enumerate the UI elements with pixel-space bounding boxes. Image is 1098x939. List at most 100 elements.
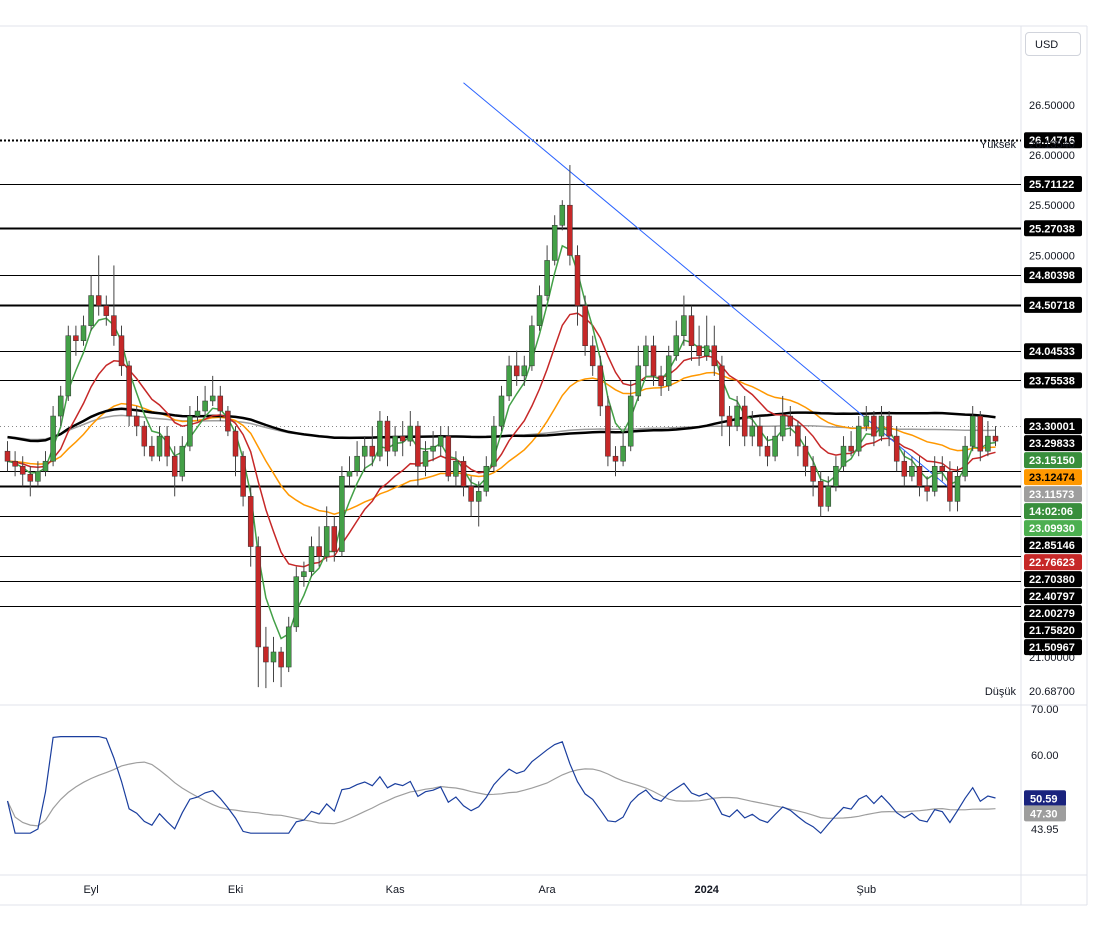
candle-body [156, 435, 163, 457]
candle [947, 461, 953, 512]
price-tag: 23.15150 [1024, 452, 1082, 469]
candle [491, 416, 497, 472]
price-tag: 23.09930 [1024, 520, 1082, 537]
candle-body [810, 465, 816, 482]
candle-body [179, 445, 186, 477]
low-value: 20.68700 [1029, 686, 1075, 698]
candle-body [445, 435, 452, 477]
price-tag-label: 23.09930 [1029, 523, 1075, 535]
price-tag-bg [1024, 639, 1082, 656]
candle-body [589, 345, 596, 367]
candle [255, 536, 262, 688]
candle [620, 431, 626, 467]
price-tag: 22.85146 [1024, 537, 1082, 554]
price-tag-label: 14:02:06 [1029, 506, 1073, 518]
price-tick-label: 25.50000 [1029, 200, 1075, 212]
ma-red-line[interactable] [7, 312, 996, 568]
candle-body [149, 445, 155, 457]
candle-body [323, 526, 330, 557]
candle [612, 446, 619, 477]
rsi-ma-line[interactable] [6, 761, 996, 827]
candle [475, 481, 482, 527]
candle-body [498, 395, 505, 427]
candle-body [985, 435, 991, 452]
candle [430, 431, 436, 462]
candle [293, 566, 300, 632]
price-tag: 24.50718 [1024, 296, 1082, 313]
candle [141, 421, 148, 457]
price-tag-label: 23.30001 [1029, 421, 1075, 433]
candle-body [764, 445, 771, 457]
candle-body [802, 445, 809, 467]
candle [909, 456, 915, 482]
candle-body [354, 455, 360, 472]
candle-body [42, 460, 49, 472]
candle [57, 385, 64, 427]
candle-body [65, 335, 72, 397]
rsi-line[interactable] [6, 736, 996, 835]
candle [810, 456, 816, 497]
candle [924, 476, 930, 502]
candle [103, 295, 110, 326]
moving-averages [7, 244, 996, 640]
candle [232, 426, 239, 477]
candle-body [27, 474, 34, 482]
candle-body [187, 415, 193, 447]
candle-body [384, 420, 391, 452]
candle [893, 426, 900, 472]
candle-body [719, 365, 725, 417]
rsi-tick-label: 70.00 [1031, 704, 1059, 716]
price-tag-label: 26.14716 [1029, 135, 1075, 147]
horizontal-levels [0, 139, 1021, 607]
candle-body [316, 546, 322, 557]
price-tag-bg [1024, 267, 1082, 284]
price-tag-label: 21.50967 [1029, 642, 1075, 654]
time-axis[interactable]: Eyl Eki Kas Ara 2024 Şub [83, 884, 876, 896]
candle [521, 355, 528, 386]
candle-body [939, 465, 946, 472]
candle-body [415, 425, 421, 467]
candle-body [133, 415, 140, 427]
candle-body [377, 420, 383, 457]
candle-body [240, 455, 246, 497]
candle [650, 335, 657, 386]
price-tag-bg [1024, 537, 1082, 554]
ma-green-line[interactable] [7, 244, 996, 640]
price-tag-label: 25.71122 [1029, 179, 1074, 191]
candle [582, 295, 588, 356]
candle-body [992, 435, 999, 442]
candle-body [551, 225, 558, 261]
price-tag: 23.30001 [1024, 418, 1082, 435]
candle-body [437, 435, 444, 447]
candle-body [491, 425, 497, 467]
candle-body [749, 425, 756, 437]
time-tick-label: Eyl [83, 884, 98, 896]
candle [969, 406, 976, 452]
candle [339, 466, 345, 557]
candle [544, 245, 550, 301]
candle-body [650, 345, 657, 377]
candle-body [658, 375, 664, 387]
candle-body [817, 481, 824, 507]
candle [901, 451, 908, 487]
candle-body [772, 435, 778, 457]
candle-body [217, 395, 224, 412]
candle-body [483, 465, 490, 492]
price-tag-label: 22.40797 [1029, 591, 1075, 603]
price-tag-bg [1024, 605, 1082, 622]
candle [597, 355, 604, 417]
price-tag-bg [1024, 486, 1082, 503]
candle-body [529, 325, 535, 367]
currency-selector[interactable]: USD [1025, 32, 1081, 56]
price-tag-label: 23.29833 [1029, 438, 1075, 450]
price-tag-bg [1024, 220, 1082, 237]
candle [437, 426, 444, 457]
candle-body [285, 626, 292, 668]
rsi-tag-bg [1024, 805, 1066, 822]
candle-body [962, 445, 968, 477]
price-tag-bg [1024, 520, 1082, 537]
candle [453, 451, 459, 487]
ma-black-line[interactable] [7, 407, 996, 443]
candle-body [73, 335, 79, 341]
